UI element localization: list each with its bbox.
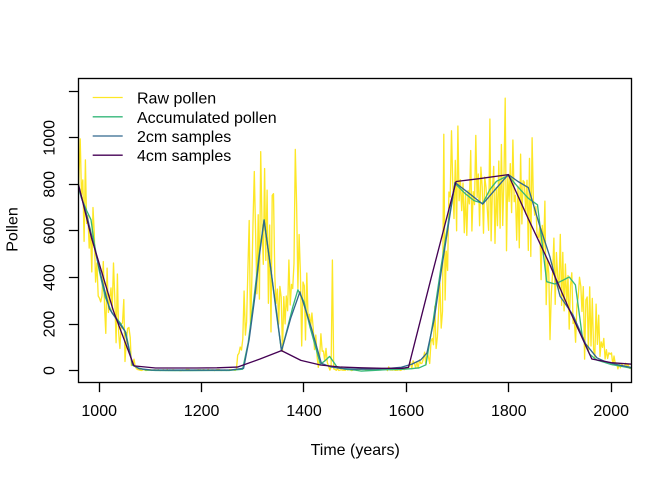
- svg-text:Pollen: Pollen: [5, 207, 22, 251]
- svg-text:0: 0: [42, 366, 59, 375]
- svg-text:Time (years): Time (years): [311, 442, 400, 459]
- svg-text:1400: 1400: [286, 403, 322, 420]
- svg-text:800: 800: [42, 171, 59, 198]
- svg-text:1600: 1600: [389, 403, 425, 420]
- svg-text:Accumulated pollen: Accumulated pollen: [137, 110, 277, 127]
- svg-text:1000: 1000: [81, 403, 117, 420]
- svg-text:200: 200: [42, 311, 59, 338]
- svg-text:4cm samples: 4cm samples: [137, 148, 231, 165]
- svg-text:1800: 1800: [491, 403, 527, 420]
- svg-text:2000: 2000: [593, 403, 629, 420]
- svg-text:Raw pollen: Raw pollen: [137, 91, 216, 108]
- svg-text:600: 600: [42, 217, 59, 244]
- svg-text:1200: 1200: [184, 403, 220, 420]
- svg-text:2cm samples: 2cm samples: [137, 129, 231, 146]
- svg-text:1000: 1000: [42, 120, 59, 156]
- svg-text:400: 400: [42, 264, 59, 291]
